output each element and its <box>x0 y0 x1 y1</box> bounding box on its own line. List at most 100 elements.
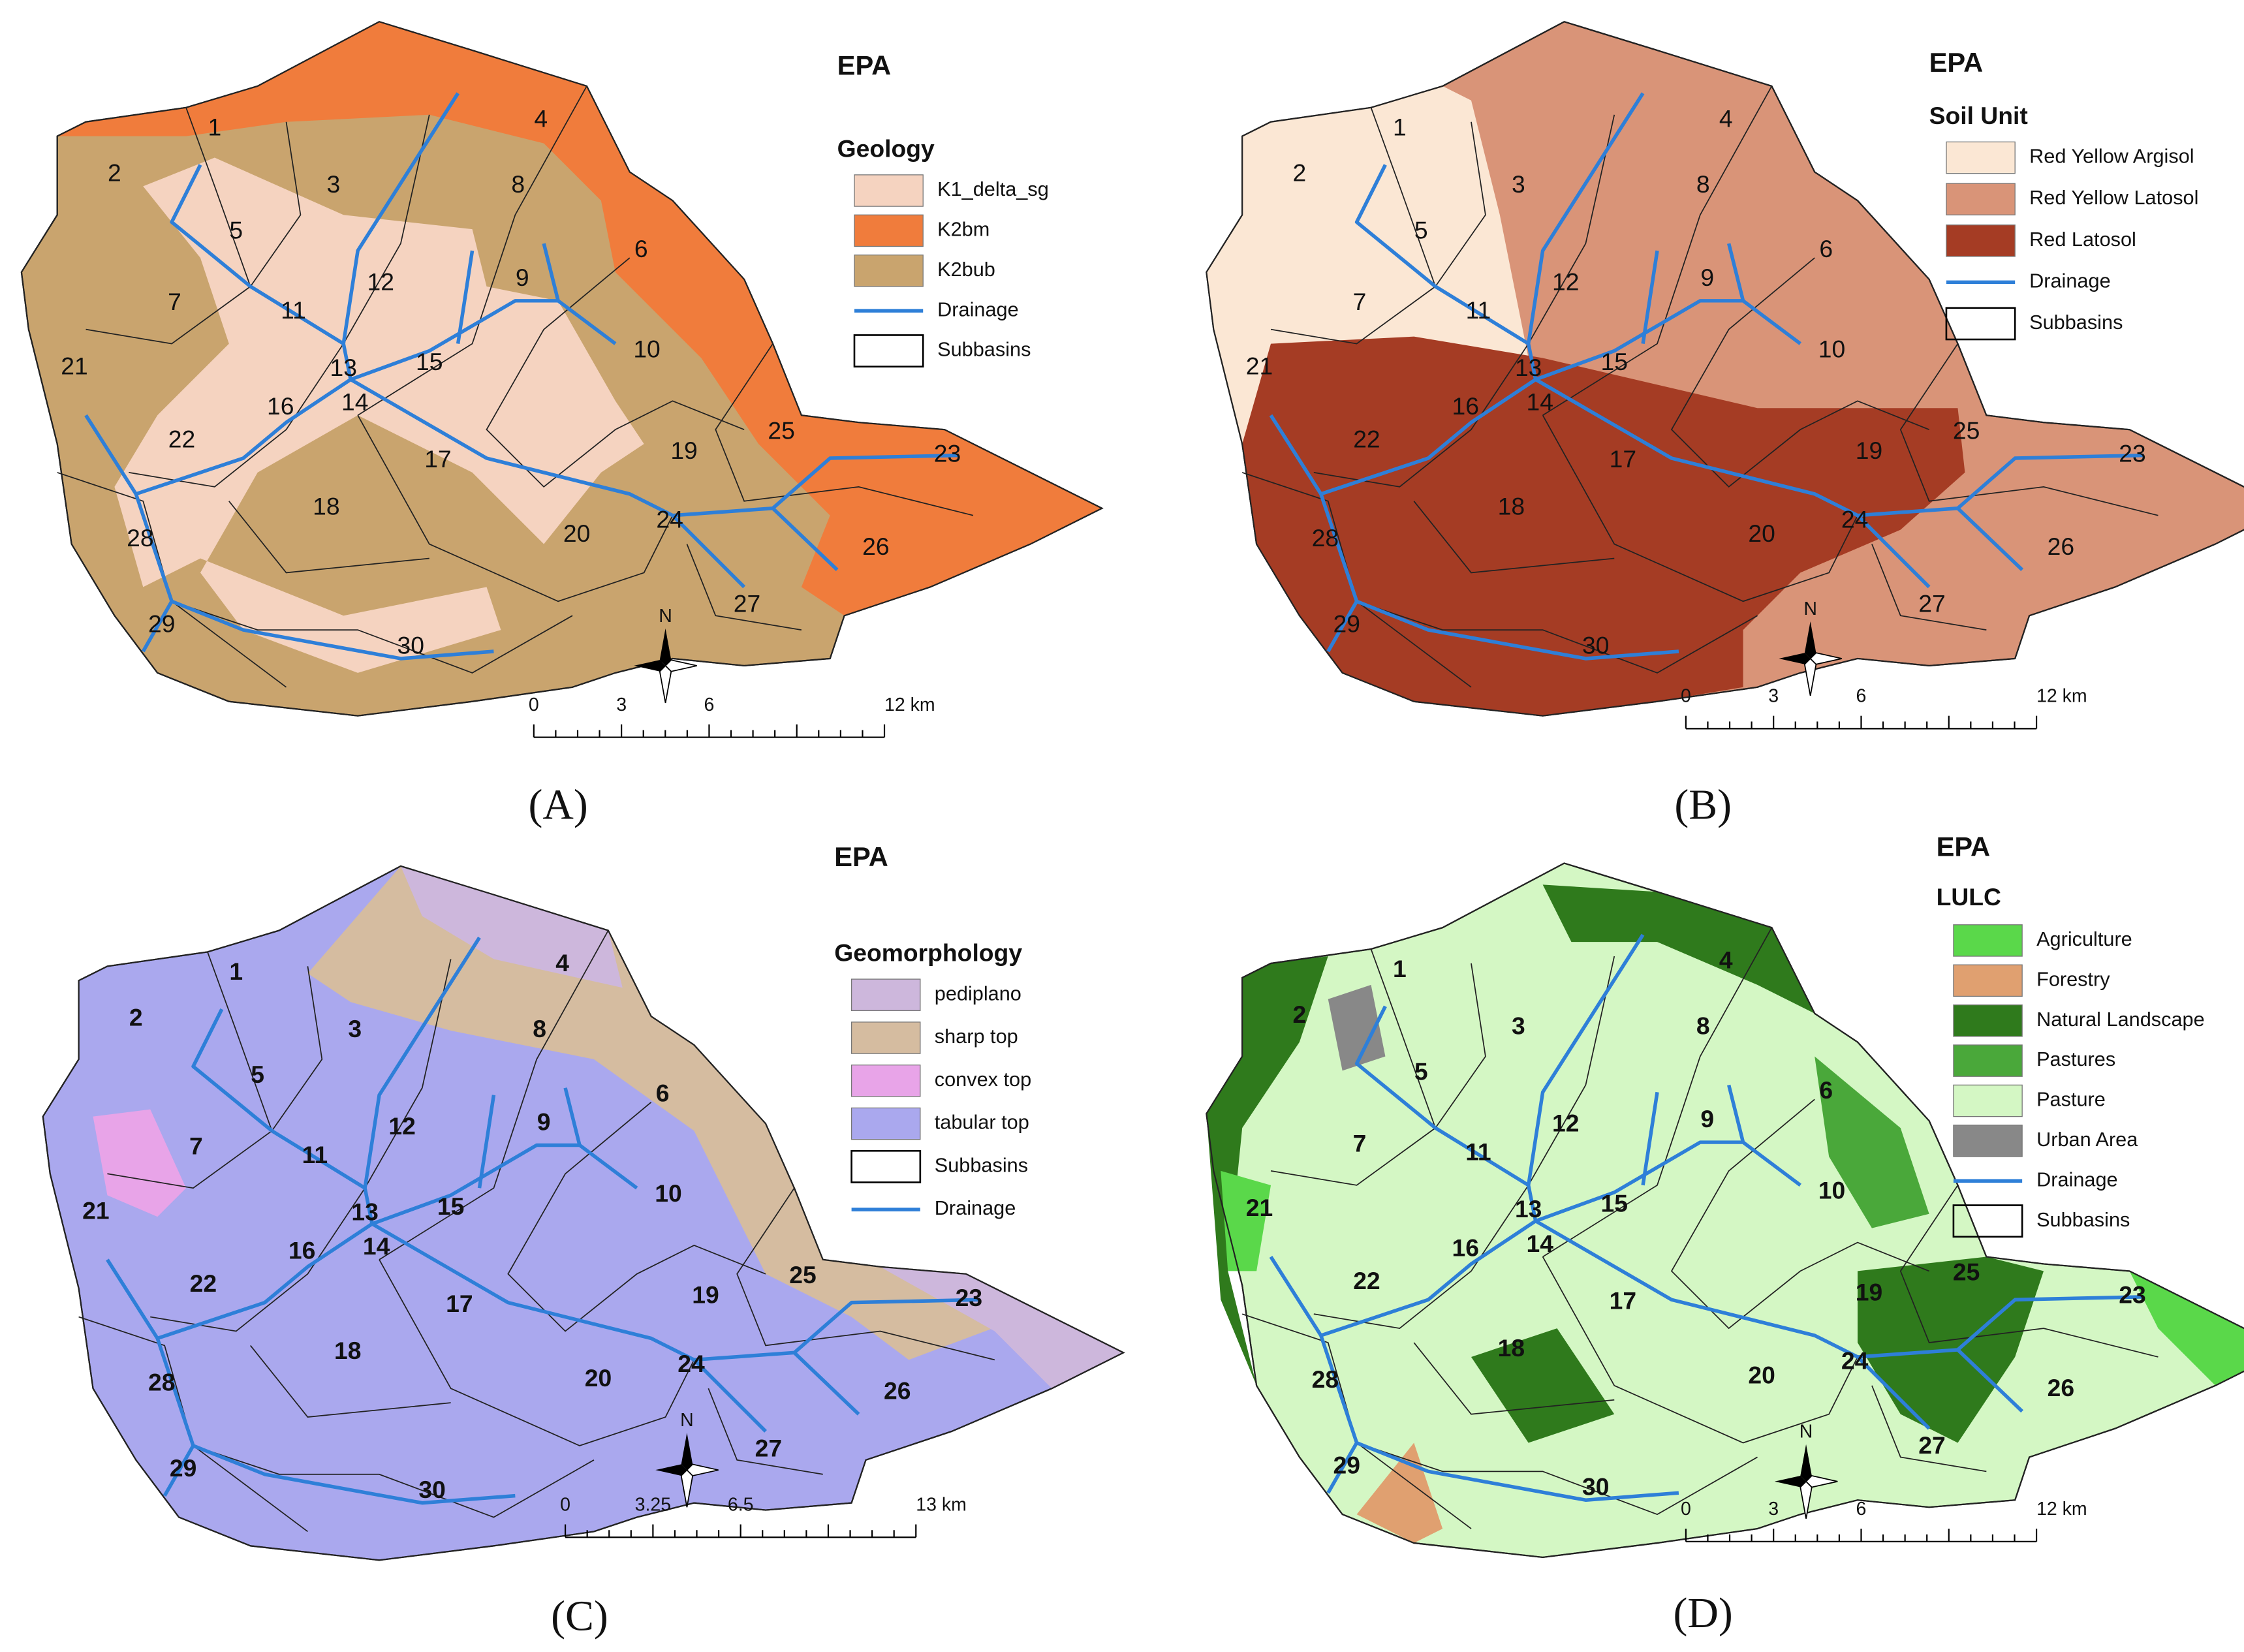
subbasin-label: 2 <box>108 159 121 187</box>
subbasin-label: 9 <box>516 264 529 291</box>
subbasin-label: 22 <box>168 426 195 453</box>
region <box>1471 1328 1615 1443</box>
legend-swatch <box>850 1107 921 1140</box>
legend-heading: Soil Unit <box>1929 102 2028 129</box>
legend-label: Drainage <box>935 1196 1016 1219</box>
scale-label: 0 <box>1681 1499 1691 1520</box>
subbasin-label: 4 <box>1719 946 1733 974</box>
subbasin-label: 20 <box>1748 520 1775 547</box>
subbasin-label: 27 <box>755 1434 782 1461</box>
legend-label: tabular top <box>935 1111 1029 1134</box>
subbasin-label: 1 <box>1393 955 1407 982</box>
subbasin-label: 28 <box>1312 524 1339 552</box>
subbasin-label: 11 <box>1465 1138 1491 1165</box>
subbasin-label: 15 <box>437 1192 464 1220</box>
scale-label: 12 km <box>2036 686 2087 707</box>
subbasin-label: 4 <box>534 104 548 132</box>
scale-label: 0 <box>1681 686 1691 707</box>
legend-label: Subbasins <box>935 1153 1028 1176</box>
subbasin-label: 16 <box>288 1237 315 1264</box>
legend-swatch <box>1953 1125 2023 1157</box>
subbasin-label: 29 <box>148 610 175 637</box>
subbasin-label: 21 <box>82 1196 109 1224</box>
legend-swatch <box>1953 964 2023 997</box>
subbasin-label: 22 <box>1353 426 1380 453</box>
region <box>1815 1056 1929 1228</box>
legend-title: EPA <box>834 841 888 872</box>
subbasin-label: 17 <box>1610 445 1636 473</box>
subbasin-label: 11 <box>302 1141 328 1168</box>
legend-heading: LULC <box>1937 883 2001 911</box>
legend-label: Subbasins <box>2036 1208 2130 1231</box>
subbasin-label: 6 <box>1819 235 1833 262</box>
legend-label: Natural Landscape <box>2036 1008 2205 1031</box>
subbasin-label: 18 <box>1498 1334 1525 1362</box>
north-label: N <box>659 606 672 627</box>
subbasin-label: 25 <box>1953 416 1980 444</box>
subbasin-label: 19 <box>1856 1278 1882 1305</box>
legend-label: sharp top <box>935 1025 1018 1048</box>
region <box>57 22 1102 616</box>
subbasin-label: 1 <box>208 114 222 141</box>
scale-label: 13 km <box>916 1495 967 1516</box>
region <box>1242 336 1965 716</box>
scale-label: 6.5 <box>728 1495 754 1516</box>
subbasin-label: 28 <box>127 524 153 552</box>
subbasin-label: 20 <box>585 1364 612 1392</box>
legend-outline <box>853 334 924 367</box>
legend-label: Drainage <box>2029 269 2111 292</box>
subbasin-label: 3 <box>1512 1012 1525 1040</box>
subbasin-label: 23 <box>2119 439 2145 467</box>
subbasin-label: 7 <box>189 1132 203 1160</box>
scale-label: 12 km <box>884 694 935 715</box>
subbasin-label: 5 <box>251 1061 264 1088</box>
scale-label: 3 <box>1768 686 1779 707</box>
subbasin-label: 9 <box>537 1108 551 1135</box>
subbasin-label: 23 <box>934 439 961 467</box>
subbasin-label: 12 <box>388 1112 415 1140</box>
legend-swatch <box>854 254 924 287</box>
subbasin-label: 13 <box>1515 1195 1542 1223</box>
subbasin-label: 14 <box>363 1232 390 1260</box>
subbasin-label: 19 <box>670 437 697 464</box>
scale-label: 6 <box>704 694 715 715</box>
map-panel: 12 34567891011121314151617181920212223242… <box>1206 21 2244 828</box>
panel-label: (B) <box>1674 781 1732 828</box>
region <box>93 1109 187 1217</box>
scale-label: 3.25 <box>635 1495 671 1516</box>
legend-swatch <box>1946 224 2016 257</box>
subbasin-label: 14 <box>341 388 368 416</box>
legend-outline <box>1945 307 2016 341</box>
subbasin-label: 5 <box>1414 216 1428 243</box>
subbasin-label: 17 <box>1610 1286 1636 1314</box>
subbasin-label: 15 <box>416 348 443 375</box>
subbasin-label: 5 <box>1414 1058 1428 1085</box>
subbasin-label: 10 <box>1818 1177 1845 1204</box>
legend-title: EPA <box>1929 47 1984 78</box>
subbasin-label: 25 <box>768 416 794 444</box>
legend-label: pediplano <box>935 982 1021 1005</box>
subbasin-label: 6 <box>1819 1076 1833 1104</box>
legend-title: EPA <box>837 50 892 80</box>
north-label: N <box>1800 1422 1813 1442</box>
legend-label: Forestry <box>2036 967 2110 990</box>
subbasin-label: 16 <box>1452 392 1478 420</box>
legend-label: Red Yellow Latosol <box>2029 186 2198 209</box>
region <box>880 1266 1124 1389</box>
subbasin-label: 4 <box>555 949 569 976</box>
scale-label: 12 km <box>2036 1499 2087 1520</box>
subbasin-label: 6 <box>656 1080 670 1107</box>
north-label: N <box>680 1410 694 1431</box>
subbasin-label: 30 <box>1582 631 1609 659</box>
map-panel: 12 34567891011121314151617181920212223242… <box>1206 832 2244 1637</box>
subbasin-label: 1 <box>229 958 243 985</box>
subbasin-label: 14 <box>1527 1230 1554 1257</box>
subbasin-label: 27 <box>1918 1431 1945 1459</box>
panel-label: (A) <box>528 781 587 828</box>
subbasin-label: 30 <box>418 1476 445 1503</box>
panel-label: (D) <box>1674 1589 1733 1637</box>
legend-swatch <box>854 174 924 207</box>
subbasin-label: 2 <box>1293 159 1307 187</box>
subbasin-label: 15 <box>1601 348 1628 375</box>
